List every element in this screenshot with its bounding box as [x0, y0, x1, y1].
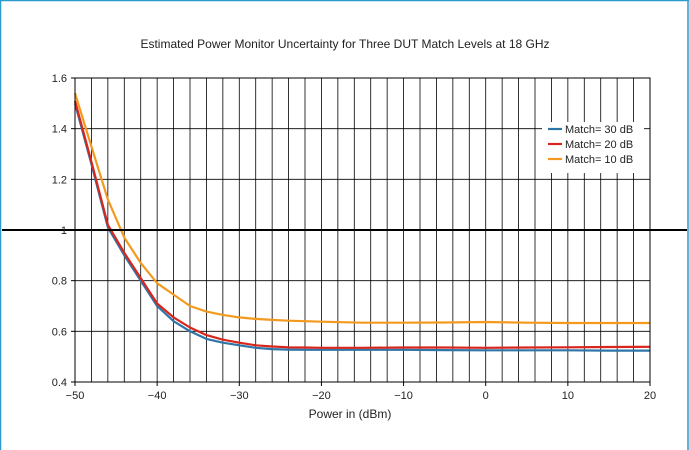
- series-line-3: [73, 92, 650, 325]
- legend-label: Match= 20 dB: [565, 139, 633, 151]
- legend-label: Match= 10 dB: [565, 154, 633, 166]
- x-tick-label: 0: [483, 390, 489, 402]
- y-tick-label: 0.6: [52, 326, 67, 338]
- x-tick-label: −50: [66, 390, 85, 402]
- x-tick-label: −30: [230, 390, 249, 402]
- x-tick-label: −20: [312, 390, 331, 402]
- legend-box: [542, 122, 644, 173]
- legend-label: Match= 30 dB: [565, 124, 633, 136]
- x-tick-label: −10: [394, 390, 413, 402]
- x-tick-label: −40: [148, 390, 167, 402]
- x-tick-label: 10: [562, 390, 574, 402]
- y-tick-label: 1: [61, 225, 67, 237]
- x-tick-label: 20: [644, 390, 656, 402]
- chart-title: Estimated Power Monitor Uncertainty for …: [140, 37, 549, 51]
- series-line-2: [73, 100, 651, 349]
- y-tick-label: 1.4: [52, 124, 67, 136]
- y-tick-label: 0.4: [52, 377, 67, 389]
- y-tick-label: 0.8: [52, 276, 67, 288]
- series-layer: [73, 92, 651, 352]
- x-axis-label: Power in (dBm): [309, 407, 392, 421]
- legend: Match= 30 dB Match= 20 dB Match= 10 dB: [542, 122, 644, 173]
- y-tick-label: 1.6: [52, 73, 67, 85]
- series-line-1: [73, 103, 650, 352]
- y-tick-label: 1.2: [52, 174, 67, 186]
- axis-layer: −50 −40 −30 −20 −10 0 10 20 0.4 0.6 0.8 1 1.2 1.4 1.6: [2, 73, 687, 402]
